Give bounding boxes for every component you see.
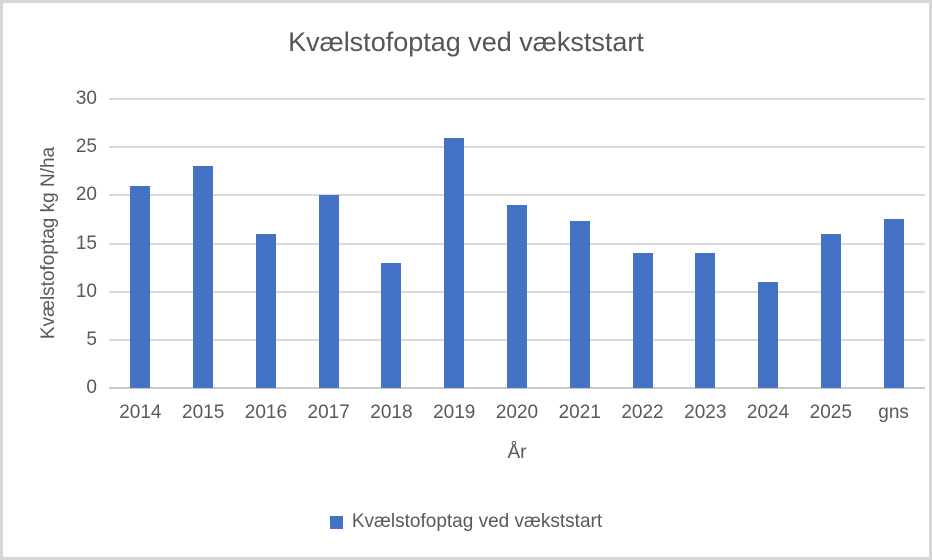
bar-cell-2016 bbox=[235, 99, 298, 388]
gridline-20 bbox=[109, 194, 925, 197]
x-tick-label-2022: 2022 bbox=[621, 402, 664, 423]
bar-2021 bbox=[569, 221, 590, 388]
y-tick-label-25: 25 bbox=[75, 136, 97, 158]
bar-2014 bbox=[130, 185, 151, 388]
x-tick-label-2025: 2025 bbox=[809, 402, 852, 423]
bar-cell-2025 bbox=[799, 99, 862, 388]
bar-cell-2018 bbox=[360, 99, 423, 388]
x-tick-label-2014: 2014 bbox=[119, 402, 162, 423]
y-tick-label-15: 15 bbox=[75, 232, 97, 254]
y-tick-label-5: 5 bbox=[86, 328, 97, 350]
bar-2022 bbox=[632, 253, 653, 388]
bar-cell-2023 bbox=[674, 99, 737, 388]
bar-cell-gns bbox=[862, 99, 925, 388]
bar-2017 bbox=[318, 195, 339, 388]
bar-2018 bbox=[381, 262, 402, 388]
bar-cell-2021 bbox=[548, 99, 611, 388]
x-axis-title: År bbox=[507, 442, 527, 463]
x-tick-label-gns: gns bbox=[878, 402, 909, 423]
gridline-25 bbox=[109, 146, 925, 149]
y-axis-tick-labels: 0 5 10 15 20 25 30 bbox=[3, 88, 97, 398]
legend-swatch-icon bbox=[329, 515, 343, 529]
plot-area bbox=[109, 98, 925, 389]
x-tick-label-2021: 2021 bbox=[558, 402, 601, 423]
gridline-30 bbox=[109, 98, 925, 100]
bar-2015 bbox=[193, 166, 214, 388]
y-tick-label-30: 30 bbox=[75, 88, 97, 109]
bar-cell-2014 bbox=[109, 99, 172, 388]
x-tick-label-2019: 2019 bbox=[433, 402, 476, 423]
bar-2024 bbox=[758, 282, 779, 388]
bar-2016 bbox=[255, 233, 276, 388]
bar-series bbox=[109, 99, 925, 388]
bar-cell-2022 bbox=[611, 99, 674, 388]
x-axis-line bbox=[109, 387, 925, 389]
bar-2019 bbox=[444, 137, 465, 388]
chart-title: Kvælstofoptag ved vækststart bbox=[288, 27, 644, 57]
bar-cell-2019 bbox=[423, 99, 486, 388]
bar-cell-2017 bbox=[297, 99, 360, 388]
x-axis-tick-labels: 2014 2015 2016 2017 2018 2019 2020 2021 2022 2023… bbox=[109, 402, 925, 424]
x-tick-label-2020: 2020 bbox=[495, 402, 539, 423]
bar-cell-2015 bbox=[172, 99, 235, 388]
legend-label: Kvælstofoptag ved vækststart bbox=[351, 511, 603, 532]
bar-2025 bbox=[820, 233, 841, 388]
x-tick-label-2017: 2017 bbox=[307, 402, 350, 423]
y-tick-label-20: 20 bbox=[75, 184, 97, 206]
x-tick-label-2015: 2015 bbox=[182, 402, 225, 423]
y-tick-label-10: 10 bbox=[75, 280, 97, 302]
x-tick-label-2018: 2018 bbox=[370, 402, 413, 423]
y-tick-label-0: 0 bbox=[86, 377, 97, 398]
x-tick-label-2023: 2023 bbox=[684, 402, 727, 423]
x-tick-label-2016: 2016 bbox=[244, 402, 288, 423]
bar-2020 bbox=[506, 204, 527, 388]
bar-2023 bbox=[695, 253, 716, 388]
bar-cell-2024 bbox=[737, 99, 800, 388]
x-tick-label-2024: 2024 bbox=[746, 402, 790, 423]
bar-cell-2020 bbox=[486, 99, 549, 388]
legend: Kvælstofoptag ved vækststart bbox=[3, 511, 929, 533]
bar-gns bbox=[883, 219, 904, 388]
